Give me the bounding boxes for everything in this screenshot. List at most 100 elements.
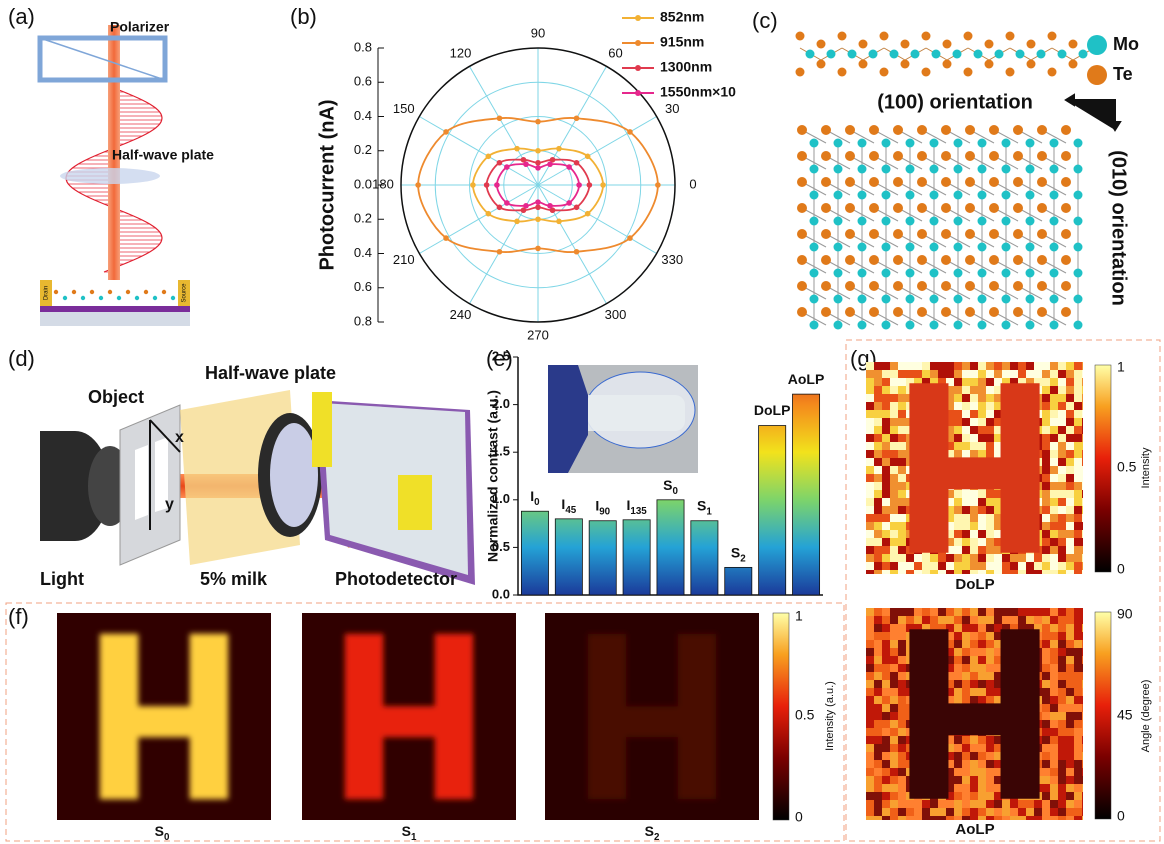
- image-pixel: [1058, 538, 1066, 546]
- atom: [953, 190, 963, 200]
- atom: [965, 125, 975, 135]
- image-pixel: [1066, 474, 1074, 482]
- image-pixel: [866, 776, 874, 784]
- atom: [881, 164, 891, 174]
- atom: [845, 151, 855, 161]
- image-pixel: [898, 362, 906, 370]
- image-pixel: [874, 530, 882, 538]
- image-pixel: [986, 506, 994, 514]
- image-pixel: [898, 370, 906, 378]
- atom: [161, 289, 167, 295]
- image-pixel: [890, 466, 898, 474]
- image-pixel: [954, 624, 962, 632]
- image-pixel: [906, 808, 914, 816]
- image-pixel: [1050, 616, 1058, 624]
- image-pixel: [962, 680, 970, 688]
- atom: [989, 125, 999, 135]
- y-tick-label: 0.6: [354, 279, 372, 294]
- atom: [917, 151, 927, 161]
- image-pixel: [994, 370, 1002, 378]
- image-pixel: [1074, 386, 1082, 394]
- image-pixel: [986, 648, 994, 656]
- image-pixel: [946, 506, 954, 514]
- image-pixel: [1082, 760, 1083, 768]
- image-pixel: [1042, 418, 1050, 426]
- image-pixel: [1066, 752, 1074, 760]
- data-point: [549, 207, 556, 214]
- atom: [989, 307, 999, 317]
- atom: [905, 320, 915, 330]
- image-pixel: [866, 704, 874, 712]
- image-pixel: [882, 640, 890, 648]
- image-pixel: [954, 664, 962, 672]
- image-pixel: [1050, 720, 1058, 728]
- image-pixel: [954, 378, 962, 386]
- atom: [1061, 307, 1071, 317]
- image-pixel: [1074, 744, 1082, 752]
- image-pixel: [890, 482, 898, 490]
- atom: [833, 320, 843, 330]
- bar: [622, 519, 651, 596]
- atom: [921, 67, 931, 77]
- atom: [1013, 229, 1023, 239]
- atom: [879, 31, 889, 41]
- image-pixel: [1050, 458, 1058, 466]
- atom: [1013, 281, 1023, 291]
- image-pixel: [1074, 530, 1082, 538]
- polarizer-axis: [39, 37, 166, 81]
- image-pixel: [890, 704, 898, 712]
- angle-label: 150: [393, 101, 415, 116]
- image-pixel: [874, 664, 882, 672]
- atom: [893, 151, 903, 161]
- image-pixel: [866, 530, 874, 538]
- image-pixel: [1058, 784, 1066, 792]
- image-pixel: [914, 808, 922, 816]
- atom: [893, 203, 903, 213]
- image-pixel: [898, 728, 906, 736]
- electrode: [178, 280, 190, 306]
- legend-label: 1550nm×10: [660, 84, 736, 100]
- atom: [929, 268, 939, 278]
- image-pixel: [986, 608, 994, 616]
- image-pixel: [1082, 816, 1083, 820]
- panel-label: (c): [752, 8, 778, 33]
- image-pixel: [1058, 442, 1066, 450]
- image-pixel: [890, 664, 898, 672]
- image-pixel: [1082, 752, 1083, 760]
- image-pixel: [1074, 608, 1082, 616]
- image-pixel: [898, 530, 906, 538]
- image-pixel: [930, 624, 938, 632]
- image-pixel: [994, 410, 1002, 418]
- atom: [833, 294, 843, 304]
- image-pixel: [874, 514, 882, 522]
- atom: [879, 67, 889, 77]
- image-pixel: [994, 792, 1002, 800]
- image-pixel: [1042, 562, 1050, 570]
- image-pixel: [922, 800, 930, 808]
- atom: [1013, 307, 1023, 317]
- image-pixel: [970, 808, 978, 816]
- image-pixel: [1082, 554, 1083, 562]
- atom: [953, 268, 963, 278]
- image-pixel: [978, 696, 986, 704]
- y-tick-label: 0.6: [354, 74, 372, 89]
- image-pixel: [1082, 800, 1083, 808]
- angle-label: 180: [372, 176, 394, 191]
- image-pixel: [866, 522, 874, 530]
- image-pixel: [962, 808, 970, 816]
- image-pixel: [1050, 474, 1058, 482]
- image-pixel: [1066, 466, 1074, 474]
- image-pixel: [970, 554, 978, 562]
- image-pixel: [890, 640, 898, 648]
- atom: [905, 190, 915, 200]
- image-pixel: [1082, 506, 1083, 514]
- atom: [833, 242, 843, 252]
- atom: [1049, 138, 1059, 148]
- image-pixel: [978, 418, 986, 426]
- image-pixel: [994, 506, 1002, 514]
- image-pixel: [994, 434, 1002, 442]
- atom: [80, 295, 86, 301]
- image-pixel: [922, 562, 930, 570]
- colorbar: [1094, 364, 1112, 573]
- data-point: [496, 115, 503, 122]
